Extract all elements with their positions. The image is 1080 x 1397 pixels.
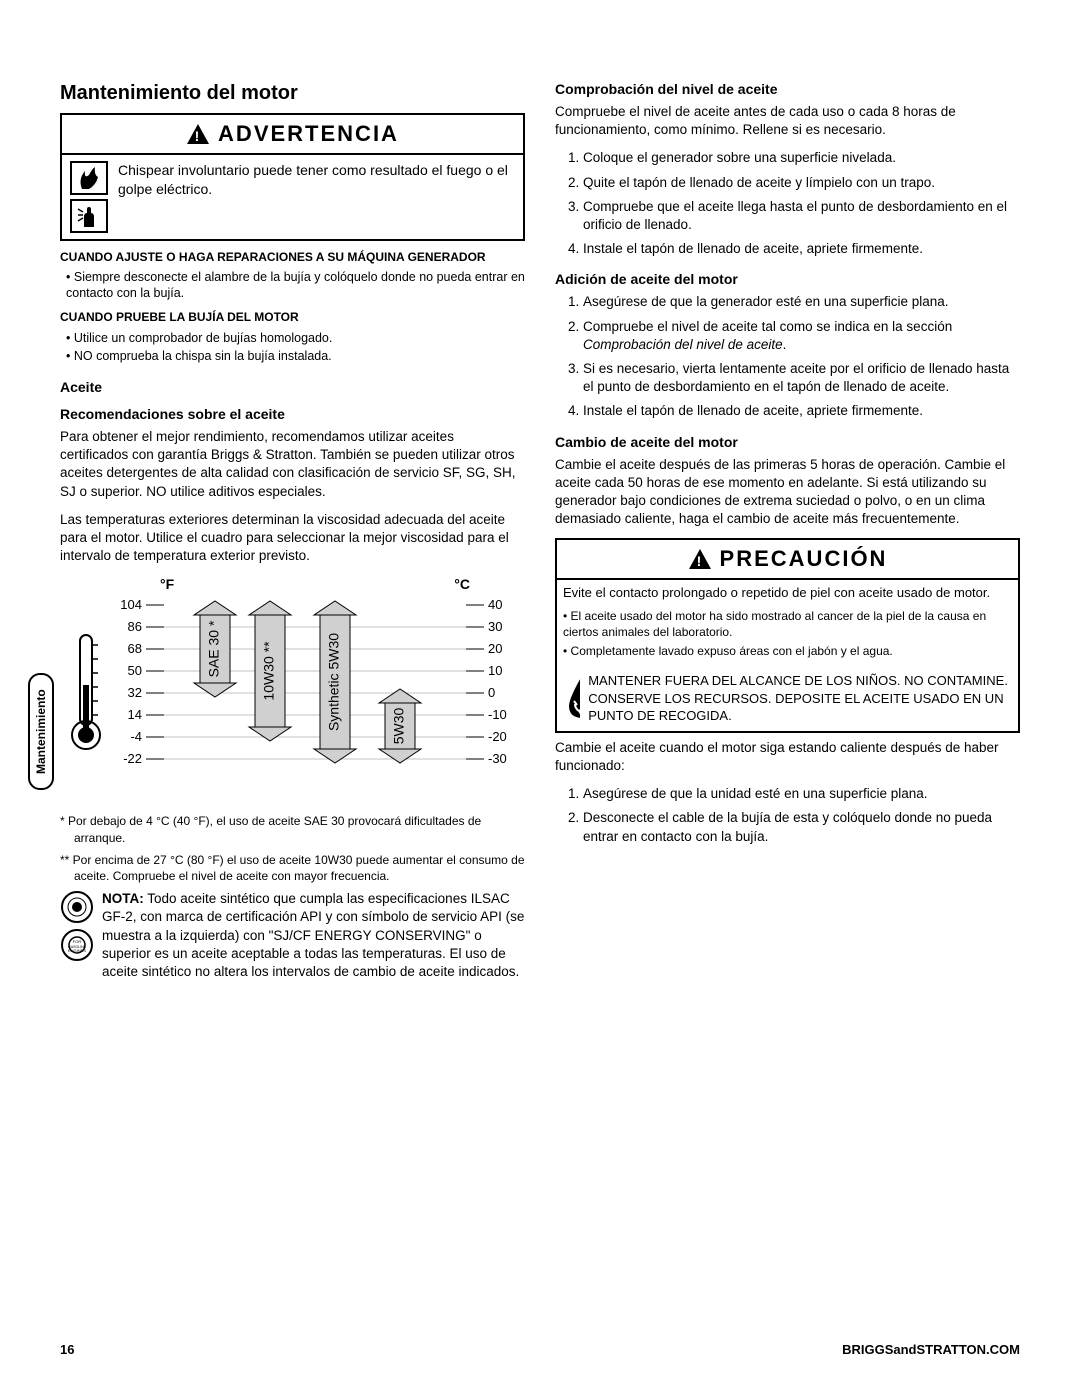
after-p: Cambie el aceite cuando el motor siga es… (555, 739, 1020, 775)
svg-text:50: 50 (128, 663, 142, 678)
list-item: Asegúrese de que la generador esté en un… (583, 293, 1020, 311)
bullet-item: Siempre desconecte el alambre de la bují… (66, 269, 525, 302)
left-column: Mantenimiento del motor ! ADVERTENCIA Ch… (60, 80, 525, 981)
svg-text:Oil: Oil (578, 709, 580, 716)
oil-rec-heading: Recomendaciones sobre el aceite (60, 405, 525, 424)
nota-row: FORGASOLINEENGINES NOTA: Todo aceite sin… (60, 890, 525, 981)
bullet-item: NO comprueba la chispa sin la bujía inst… (66, 348, 525, 364)
viscosity-chart: °F °C 104 40 86 30 68 20 50 10 32 0 14 -10 -4 -20 -22 -30… (60, 575, 525, 805)
change-p: Cambie el aceite después de las primeras… (555, 456, 1020, 529)
warning-title: ADVERTENCIA (218, 119, 399, 149)
warning-icons (70, 161, 108, 233)
nota-text: NOTA: Todo aceite sintético que cumpla l… (102, 890, 525, 981)
svg-text:-10: -10 (488, 707, 507, 722)
svg-text:86: 86 (128, 619, 142, 634)
warning-box: ! ADVERTENCIA Chispear involuntario pued… (60, 113, 525, 241)
nota-bold: NOTA: (102, 891, 144, 906)
side-tab: Mantenimiento (28, 673, 54, 790)
svg-text:-30: -30 (488, 751, 507, 766)
api-icons: FORGASOLINEENGINES (60, 890, 94, 962)
warning-text: Chispear involuntario puede tener como r… (118, 161, 515, 199)
warning-header: ! ADVERTENCIA (62, 115, 523, 155)
list-item: Si es necesario, vierta lentamente aceit… (583, 360, 1020, 396)
alert-icon: ! (186, 123, 210, 145)
alert-icon: ! (688, 548, 712, 570)
caution-title: PRECAUCIÓN (720, 544, 888, 574)
two-column-layout: Mantenimiento del motor ! ADVERTENCIA Ch… (60, 80, 1020, 981)
change-heading: Cambio de aceite del motor (555, 433, 1020, 452)
list-item: Asegúrese de que la unidad esté en una s… (583, 785, 1020, 803)
test-list: Utilice un comprobador de bujías homolog… (60, 330, 525, 365)
bullet-item: Completamente lavado expuso áreas con el… (563, 643, 1012, 659)
list-item: Quite el tapón de llenado de aceite y lí… (583, 174, 1020, 192)
svg-text:-20: -20 (488, 729, 507, 744)
svg-text:14: 14 (128, 707, 142, 722)
svg-text:40: 40 (488, 597, 502, 612)
svg-text:10W30 **: 10W30 ** (261, 641, 277, 701)
add-heading: Adición de aceite del motor (555, 270, 1020, 289)
fire-icon (70, 161, 108, 195)
list-item: Instale el tapón de llenado de aceite, a… (583, 240, 1020, 258)
list-item: Desconecte el cable de la bujía de esta … (583, 809, 1020, 845)
api-cert-icon (60, 890, 94, 924)
svg-text:68: 68 (128, 641, 142, 656)
check-heading: Comprobación del nivel de aceite (555, 80, 1020, 99)
adjust-heading: CUANDO AJUSTE O HAGA REPARACIONES A SU M… (60, 249, 525, 265)
svg-text:FOR: FOR (73, 939, 82, 944)
after-list: Asegúrese de que la unidad esté en una s… (555, 785, 1020, 846)
right-column: Comprobación del nivel de aceite Comprue… (555, 80, 1020, 981)
svg-text:°C: °C (454, 576, 470, 592)
caution-header: ! PRECAUCIÓN (557, 540, 1018, 580)
svg-text:!: ! (195, 128, 202, 144)
svg-text:°F: °F (160, 576, 175, 592)
svg-text:104: 104 (120, 597, 142, 612)
svg-text:10: 10 (488, 663, 502, 678)
check-p: Compruebe el nivel de aceite antes de ca… (555, 103, 1020, 139)
oil-heading: Aceite (60, 378, 525, 397)
list-item: Compruebe el nivel de aceite tal como se… (583, 318, 1020, 354)
list-item: Coloque el generador sobre una superfici… (583, 149, 1020, 167)
caution-bullets: El aceite usado del motor ha sido mostra… (557, 606, 1018, 669)
bullet-item: Utilice un comprobador de bujías homolog… (66, 330, 525, 346)
check-list: Coloque el generador sobre una superfici… (555, 149, 1020, 258)
add-list: Asegúrese de que la generador esté en un… (555, 293, 1020, 420)
footnote-2: ** Por encima de 27 °C (80 °F) el uso de… (74, 852, 525, 884)
oil-p1: Para obtener el mejor rendimiento, recom… (60, 428, 525, 501)
caution-keep-row: Oil MANTENER FUERA DEL ALCANCE DE LOS NI… (557, 668, 1018, 731)
svg-text:5W30: 5W30 (391, 708, 407, 745)
svg-text:20: 20 (488, 641, 502, 656)
svg-text:ENGINES: ENGINES (68, 948, 86, 953)
caution-box: ! PRECAUCIÓN Evite el contacto prolongad… (555, 538, 1020, 732)
svg-text:30: 30 (488, 619, 502, 634)
section-title: Mantenimiento del motor (60, 80, 525, 107)
svg-text:0: 0 (488, 685, 495, 700)
list-item: Instale el tapón de llenado de aceite, a… (583, 402, 1020, 420)
test-heading: CUANDO PRUEBE LA BUJÍA DEL MOTOR (60, 309, 525, 325)
svg-text:-4: -4 (130, 729, 142, 744)
oil-drop-icon: Oil (563, 672, 580, 720)
adjust-list: Siempre desconecte el alambre de la bují… (60, 269, 525, 302)
svg-text:SAE 30 *: SAE 30 * (206, 620, 222, 677)
page-footer: 16 BRIGGSandSTRATTON.COM (60, 1341, 1020, 1359)
svg-text:!: ! (696, 553, 703, 569)
list-item: Compruebe que el aceite llega hasta el p… (583, 198, 1020, 234)
caution-text: Evite el contacto prolongado o repetido … (557, 580, 1018, 606)
caution-keep-text: MANTENER FUERA DEL ALCANCE DE LOS NIÑOS.… (588, 672, 1012, 725)
svg-text:Synthetic 5W30: Synthetic 5W30 (326, 633, 342, 731)
shock-hand-icon (70, 199, 108, 233)
site-url: BRIGGSandSTRATTON.COM (842, 1341, 1020, 1359)
oil-p2: Las temperaturas exteriores determinan l… (60, 511, 525, 566)
page-number: 16 (60, 1341, 74, 1359)
svg-text:-22: -22 (123, 751, 142, 766)
svg-text:32: 32 (128, 685, 142, 700)
api-donut-icon: FORGASOLINEENGINES (60, 928, 94, 962)
chart-svg: °F °C 104 40 86 30 68 20 50 10 32 0 14 -10 -4 -20 -22 -30… (60, 575, 520, 805)
bullet-item: El aceite usado del motor ha sido mostra… (563, 608, 1012, 640)
footnote-1: * Por debajo de 4 °C (40 °F), el uso de … (74, 813, 525, 845)
